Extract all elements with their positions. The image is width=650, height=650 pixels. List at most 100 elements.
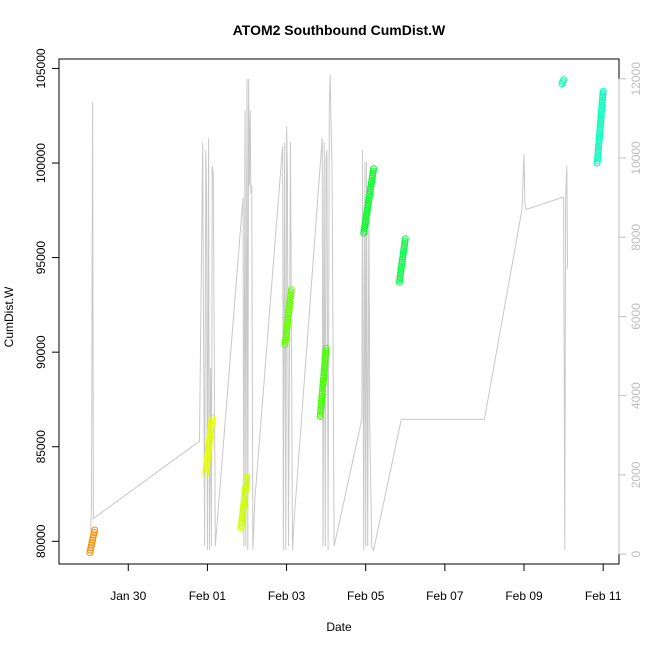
chart-title: ATOM2 Southbound CumDist.W	[233, 22, 446, 38]
data-point	[595, 139, 603, 147]
data-point	[320, 365, 328, 373]
data-point	[238, 513, 246, 520]
y2-tick-label: 12000	[629, 62, 643, 96]
data-point	[287, 290, 295, 298]
data-point	[595, 134, 603, 142]
data-point	[207, 424, 215, 431]
data-point	[598, 105, 606, 113]
data-point	[322, 347, 330, 355]
data-point	[397, 267, 405, 275]
data-point	[86, 549, 94, 557]
y2-tick-label: 2000	[629, 461, 643, 488]
data-point	[203, 462, 211, 470]
data-point	[242, 478, 250, 486]
data-point	[560, 76, 568, 84]
data-point	[240, 496, 248, 504]
y2-tick-label: 6000	[629, 303, 643, 330]
data-point	[88, 539, 96, 547]
data-point	[370, 165, 378, 173]
data-point	[368, 176, 376, 184]
data-point	[286, 302, 293, 310]
data-point	[284, 313, 292, 321]
y-tick-label: 95000	[34, 241, 48, 275]
data-point	[208, 414, 216, 422]
data-point	[285, 309, 293, 317]
data-point	[399, 255, 406, 263]
data-point	[596, 125, 604, 133]
data-point	[396, 276, 404, 284]
background-trace-line	[90, 74, 569, 552]
data-point	[322, 349, 330, 357]
data-point	[204, 451, 212, 459]
data-point	[401, 239, 409, 247]
data-point	[397, 269, 405, 277]
data-point	[598, 101, 606, 109]
data-point	[363, 206, 371, 214]
data-point	[241, 494, 249, 502]
data-point	[238, 517, 246, 525]
x-tick-label: Feb 11	[585, 589, 622, 603]
data-point	[399, 253, 407, 261]
data-point	[89, 536, 96, 544]
data-point	[596, 128, 604, 136]
data-point	[317, 408, 325, 416]
data-point	[317, 406, 325, 414]
x-axis-label: Date	[326, 620, 352, 634]
data-point	[599, 94, 607, 102]
data-point	[282, 334, 290, 342]
x-tick-label: Feb 09	[505, 589, 543, 603]
data-point	[369, 172, 377, 180]
data-point	[203, 458, 211, 466]
data-point	[238, 519, 246, 527]
data-point	[205, 444, 213, 452]
data-point	[598, 107, 605, 115]
data-point	[595, 141, 603, 149]
data-point	[401, 237, 409, 245]
data-point	[597, 116, 605, 124]
data-point	[203, 456, 211, 463]
data-point	[208, 419, 216, 427]
data-point	[400, 246, 408, 254]
x-axis: Jan 30 Feb 01 Feb 03 Feb 05 Feb 07 Feb 09 Feb …	[110, 563, 622, 603]
data-point	[599, 87, 607, 95]
data-point	[317, 401, 325, 409]
data-point	[206, 430, 214, 438]
data-point	[284, 311, 292, 319]
data-point	[88, 541, 95, 549]
plot-frame	[58, 58, 620, 565]
data-point	[360, 227, 368, 235]
data-point	[316, 410, 324, 418]
data-point	[599, 89, 607, 97]
y-axis-label: CumDist.W	[2, 286, 16, 347]
data-point	[242, 480, 250, 488]
data-point	[594, 150, 602, 158]
data-point	[395, 278, 403, 286]
data-point	[320, 369, 328, 377]
data-point	[596, 123, 604, 131]
y-tick-label: 105000	[34, 48, 48, 88]
data-point	[365, 197, 373, 205]
data-point	[322, 344, 330, 352]
data-point	[283, 327, 291, 335]
data-point	[321, 356, 329, 364]
data-point	[593, 159, 601, 167]
data-point	[319, 385, 327, 393]
data-point	[284, 316, 292, 323]
data-point	[282, 329, 290, 337]
y-tick-label: 90000	[34, 335, 48, 369]
data-point	[318, 388, 326, 395]
data-point	[282, 332, 290, 339]
data-point	[597, 112, 605, 120]
data-point	[399, 248, 407, 256]
data-point	[286, 295, 294, 303]
data-point	[598, 98, 606, 106]
data-point	[396, 271, 404, 279]
data-point	[287, 288, 295, 296]
data-point	[320, 374, 328, 382]
x-tick-label: Feb 05	[347, 589, 385, 603]
data-point	[241, 489, 249, 497]
data-point	[595, 137, 603, 145]
x-tick-label: Jan 30	[110, 589, 146, 603]
data-point	[593, 157, 601, 165]
data-point	[321, 363, 329, 370]
